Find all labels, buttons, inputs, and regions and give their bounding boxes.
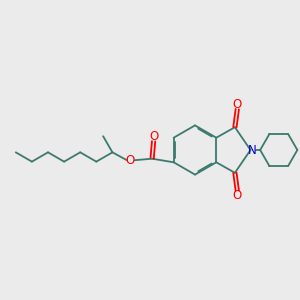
Text: O: O xyxy=(149,130,158,143)
Text: O: O xyxy=(233,189,242,203)
Text: O: O xyxy=(125,154,134,167)
Text: N: N xyxy=(248,143,256,157)
Text: O: O xyxy=(233,98,242,111)
